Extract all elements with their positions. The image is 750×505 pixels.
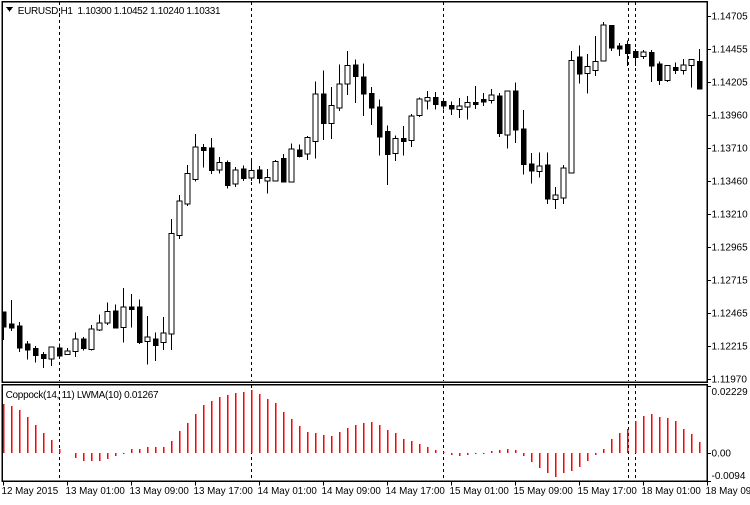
svg-text:-0.0094: -0.0094 (712, 471, 746, 482)
svg-text:12 May 2015: 12 May 2015 (2, 486, 59, 497)
svg-text:18 May 01:00: 18 May 01:00 (642, 486, 702, 497)
svg-text:0.00: 0.00 (712, 449, 732, 460)
svg-text:13 May 17:00: 13 May 17:00 (194, 486, 254, 497)
svg-text:14 May 17:00: 14 May 17:00 (386, 486, 446, 497)
svg-text:15 May 01:00: 15 May 01:00 (450, 486, 510, 497)
svg-text:13 May 09:00: 13 May 09:00 (130, 486, 190, 497)
svg-text:1.13210: 1.13210 (712, 209, 749, 220)
svg-text:1.13960: 1.13960 (712, 110, 749, 121)
svg-text:Coppock(14, 11) LWMA(10) 0.012: Coppock(14, 11) LWMA(10) 0.01267 (6, 390, 159, 401)
svg-text:1.14705: 1.14705 (712, 11, 749, 22)
svg-text:18 May 09:00: 18 May 09:00 (706, 486, 750, 497)
svg-text:15 May 17:00: 15 May 17:00 (578, 486, 638, 497)
svg-text:14 May 09:00: 14 May 09:00 (322, 486, 382, 497)
svg-text:1.13460: 1.13460 (712, 176, 749, 187)
svg-text:15 May 09:00: 15 May 09:00 (514, 486, 574, 497)
svg-text:1.14455: 1.14455 (712, 44, 749, 55)
svg-text:1.12465: 1.12465 (712, 308, 749, 319)
svg-text:1.11970: 1.11970 (712, 374, 748, 385)
svg-text:1.12715: 1.12715 (712, 275, 749, 286)
svg-text:1.13710: 1.13710 (712, 143, 749, 154)
svg-text:14 May 01:00: 14 May 01:00 (258, 486, 318, 497)
svg-text:0.02229: 0.02229 (712, 387, 749, 398)
svg-text:1.12215: 1.12215 (712, 341, 749, 352)
svg-text:13 May 01:00: 13 May 01:00 (66, 486, 126, 497)
svg-text:1.12965: 1.12965 (712, 242, 749, 253)
svg-text:1.14205: 1.14205 (712, 77, 749, 88)
svg-text:EURUSD,H1 1.10300 1.10452 1.1: EURUSD,H1 1.10300 1.10452 1.10240 1.1033… (18, 6, 221, 17)
